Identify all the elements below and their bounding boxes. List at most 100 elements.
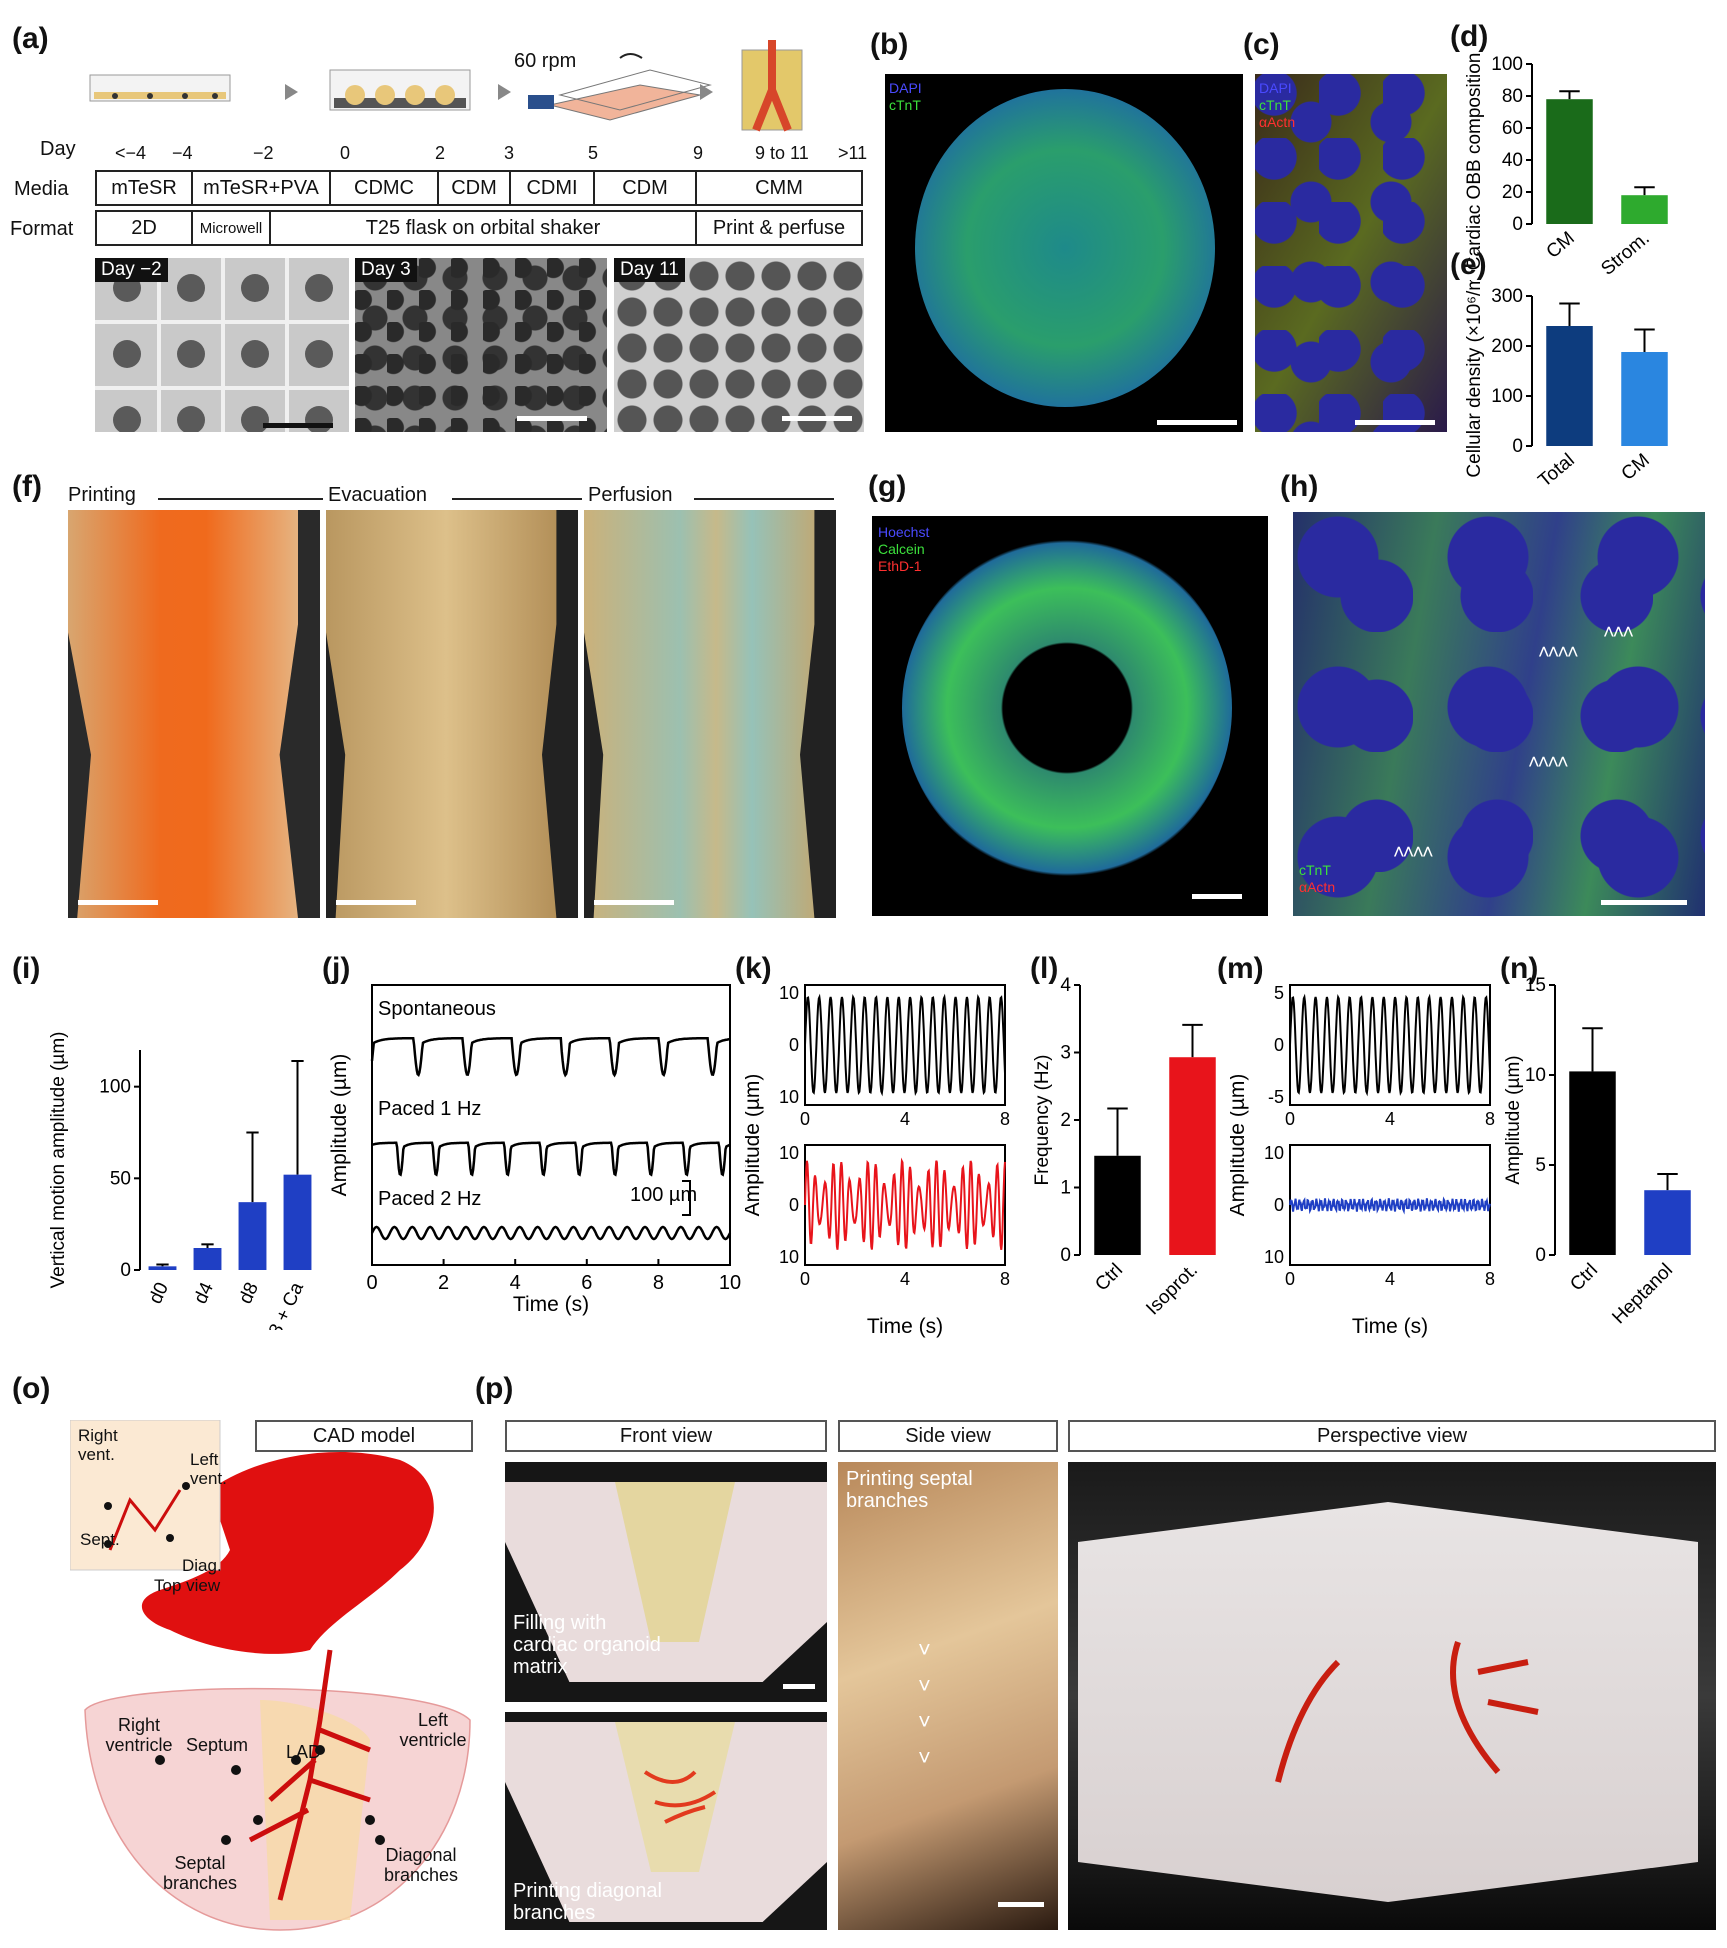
septum-mesh (260, 1700, 370, 1920)
x-tick-label: d0 (145, 1279, 173, 1307)
y-axis-label: Vertical motion amplitude (µm) (48, 1032, 69, 1289)
y-tick-label: 0 (1535, 1245, 1546, 1266)
image-tag: Day 3 (355, 258, 417, 282)
organoid-sphere (915, 89, 1215, 407)
day-tick: −4 (172, 143, 193, 163)
printed-vessels (1275, 1641, 1539, 1783)
panel-label-p: (p) (475, 1372, 514, 1405)
stain-label: cTnT (1299, 862, 1331, 878)
x-tick-label: Isoprot. (1142, 1260, 1202, 1320)
y-tick-label: 10 (779, 1143, 799, 1163)
day-tick: <−4 (115, 143, 147, 163)
panel-label-c: (c) (1243, 28, 1280, 61)
y-axis-label: Cardiac OBB composition (%) (1464, 50, 1485, 270)
y-tick-label: 10 (779, 1087, 799, 1107)
inset-label: Top view (154, 1576, 221, 1595)
chart-l: 0 1 2 3 4 Ctrl Isoprot. Frequency (Hz) (1032, 975, 1216, 1320)
inset-label: Diag. (182, 1556, 222, 1575)
day-tick: −2 (253, 143, 274, 163)
y-tick-label: 0 (1512, 214, 1523, 235)
stain-label: Calcein (878, 541, 925, 557)
view-header: Side view (838, 1420, 1058, 1452)
bar (238, 1202, 267, 1270)
panel-label-h: (h) (1280, 470, 1319, 503)
day-label: Day (40, 138, 76, 160)
format-cell: T25 flask on orbital shaker (269, 210, 697, 246)
sarcomere-image: ˄˄˄˄ ˄˄˄ ˄˄˄˄ ˄˄˄˄ cTnT αActn (1293, 512, 1705, 916)
microwell-plate-icon (89, 74, 231, 102)
scale-bar-label: 100 µm (630, 1184, 697, 1206)
panel-label-g: (g) (868, 470, 907, 503)
view-caption: Printing diagonal branches (513, 1880, 662, 1924)
x-tick-label: 8 (1000, 1109, 1010, 1129)
heart-label: Septum (186, 1735, 249, 1755)
arrowheads: ˄˄˄ (1603, 622, 1634, 644)
image-tag: Day −2 (95, 258, 168, 282)
tissue-body (68, 510, 298, 918)
x-axis-label: Time (s) (867, 1315, 943, 1338)
stage-label: Perfusion (588, 484, 673, 506)
scale-bar (594, 900, 674, 905)
y-tick-label: 0 (789, 1195, 799, 1215)
scale-bar (783, 1684, 815, 1689)
panel-label-i: (i) (12, 952, 41, 985)
heart-label: Right ventricle (105, 1715, 173, 1755)
stain-label: cTnT (889, 97, 921, 113)
evacuation-image (326, 510, 578, 918)
view-header: Front view (505, 1420, 827, 1452)
view-header: Perspective view (1068, 1420, 1716, 1452)
y-tick-label: 2 (1060, 1110, 1071, 1131)
x-tick-label: 10 (719, 1272, 741, 1294)
lad-branches (248, 1649, 371, 1901)
stain-label: DAPI (1259, 80, 1292, 96)
trace-control (804, 993, 1006, 1097)
scale-bar (782, 416, 852, 421)
format-cell: Microwell (191, 210, 271, 246)
day-tick: 9 to 11 (755, 143, 809, 163)
printed-branches (643, 1770, 717, 1824)
stain-label: EthD-1 (878, 558, 922, 574)
scale-bar (1601, 900, 1687, 905)
bar (1546, 326, 1593, 446)
trace-paced-1hz (371, 1141, 731, 1177)
arrow-icon (498, 84, 511, 100)
series-label: Spontaneous (378, 998, 496, 1020)
day11-image: Day 11 (614, 258, 864, 432)
x-tick-label: 0 (366, 1272, 377, 1294)
stain-label: cTnT (1259, 97, 1291, 113)
heart-cad-model (70, 1420, 471, 1931)
series-label: Paced 1 Hz (378, 1098, 481, 1120)
y-axis-label: Amplitude (µm) (1505, 1055, 1524, 1184)
heart-label: Septal branches (162, 1853, 238, 1893)
arrow-icon (700, 84, 713, 100)
perfusion-image (584, 510, 836, 918)
tissue-body (326, 510, 557, 918)
panel-label-j: (j) (322, 952, 351, 985)
rpm-label: 60 rpm (514, 50, 577, 72)
stain-label: DAPI (889, 80, 922, 96)
y-tick-label: 100 (1491, 386, 1523, 407)
y-tick-label: 20 (1502, 182, 1523, 203)
view-caption: Printing septal branches (846, 1468, 973, 1512)
stain-label: αActn (1299, 879, 1336, 895)
trace-spontaneous (370, 1036, 731, 1078)
bar (1621, 195, 1668, 224)
y-tick-label: 300 (1491, 286, 1523, 307)
trace-treated (804, 1157, 1006, 1250)
stain-label: Hoechst (878, 524, 930, 540)
x-tick-label: Total (1534, 450, 1578, 492)
bar (193, 1248, 222, 1270)
scale-bar (1157, 420, 1237, 425)
mold-block (1078, 1502, 1698, 1902)
y-tick-label: 100 (99, 1077, 131, 1098)
organoid-image: DAPI cTnT (885, 74, 1243, 432)
tissue-body (584, 510, 815, 918)
view-caption: Filling with cardiac organoid matrix (513, 1612, 661, 1678)
bar (148, 1266, 177, 1270)
day-tick: 2 (435, 143, 446, 163)
x-tick-label: CM (1618, 450, 1654, 485)
day-tick: 0 (340, 143, 351, 163)
y-axis-label: Cellular density (×10⁶/ml) (1464, 280, 1485, 478)
